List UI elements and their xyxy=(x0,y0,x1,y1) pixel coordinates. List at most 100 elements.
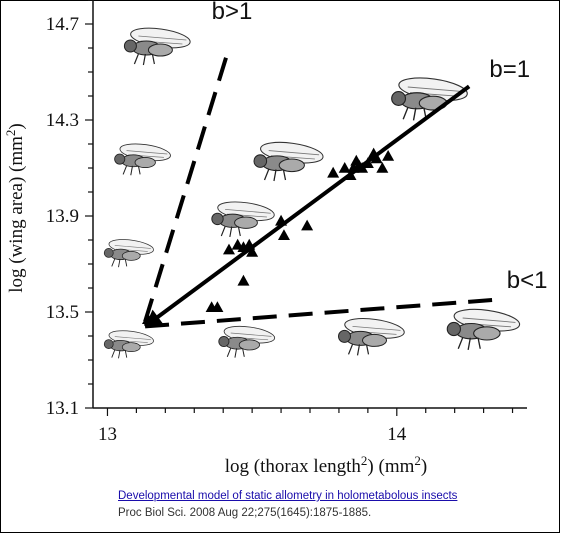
data-point-triangle xyxy=(301,219,314,231)
fly-wing-vein xyxy=(462,317,516,323)
data-point-triangle xyxy=(275,214,288,226)
fly-head xyxy=(211,212,224,226)
fly-head xyxy=(338,329,352,343)
fly-wing-vein xyxy=(114,336,151,340)
fly-head xyxy=(446,321,462,337)
fly-head xyxy=(253,154,268,168)
data-point-triangle xyxy=(246,246,259,257)
y-tick-label: 13.5 xyxy=(46,302,79,323)
data-point-triangle xyxy=(376,162,389,173)
y-axis-title-sup: 2 xyxy=(3,130,18,137)
fly-leg xyxy=(142,53,146,66)
y-tick-label: 13.9 xyxy=(46,206,79,227)
fly-leg xyxy=(124,258,128,267)
fly-leg xyxy=(237,226,241,237)
fly-abdomen xyxy=(147,43,173,57)
data-point-triangle xyxy=(141,313,154,324)
fly-wing-vein xyxy=(138,35,187,41)
fly-wing-vein xyxy=(407,86,464,93)
fly-leg xyxy=(477,337,481,349)
data-point-triangle xyxy=(361,157,374,168)
fly-leg xyxy=(282,169,287,181)
fly-leg xyxy=(263,169,270,181)
slope-annotation: b<1 xyxy=(507,267,548,294)
fly-leg xyxy=(118,258,121,268)
fly-head xyxy=(218,335,230,348)
data-point-triangle xyxy=(344,169,357,180)
data-point-triangle xyxy=(327,166,340,178)
x-axis-title: log (thorax length2) (mm2) xyxy=(225,453,427,478)
fly-leg xyxy=(234,348,238,358)
fly-wing-vein xyxy=(114,245,151,249)
fly-abdomen xyxy=(121,251,141,261)
y-tick-label: 14.7 xyxy=(46,14,79,35)
fly-leg xyxy=(467,337,472,351)
fly-icon xyxy=(253,141,324,182)
citation-journal: Proc Biol Sci. 2008 Aug 22;275(1645):187… xyxy=(118,507,372,519)
fly-icon xyxy=(211,201,275,238)
fly-leg xyxy=(130,165,133,176)
data-point-triangle xyxy=(370,152,383,164)
slope-lines xyxy=(143,47,493,329)
fly-leg xyxy=(111,349,116,358)
fly-icon xyxy=(123,27,191,66)
fly-leg xyxy=(356,344,361,356)
slope-annotation: b=1 xyxy=(489,56,530,83)
fly-icon xyxy=(391,77,468,121)
fly-icon xyxy=(338,318,405,356)
fly-abdomen xyxy=(473,326,501,341)
fly-leg xyxy=(226,348,232,357)
citation-link[interactable]: Developmental model of static allometry … xyxy=(118,490,458,502)
fly-leg xyxy=(111,258,116,267)
data-point-triangle xyxy=(277,229,290,240)
data-point-triangle xyxy=(338,162,351,173)
fly-abdomen xyxy=(121,342,141,352)
fly-leg xyxy=(402,107,409,120)
fly-abdomen xyxy=(362,333,388,347)
fly-leg xyxy=(124,350,128,358)
fly-icon xyxy=(114,143,171,176)
chart-axes: 13.1 13.5 13.9 14.3 14.7 13 14 log (thorax leng… xyxy=(3,0,527,478)
slope-line-dashed xyxy=(144,298,493,329)
fly-icon xyxy=(446,308,521,351)
fly-leg xyxy=(229,226,233,238)
y-axis-title-part: ) xyxy=(6,123,27,129)
fly-leg xyxy=(457,337,464,350)
fly-leg xyxy=(133,53,139,65)
x-axis-title-part: log (thorax length xyxy=(225,456,362,477)
fly-icon xyxy=(103,330,154,359)
slope-line-dashed xyxy=(143,47,231,323)
fly-leg xyxy=(242,348,245,357)
fly-leg xyxy=(273,169,277,182)
fly-abdomen xyxy=(234,216,258,229)
fly-leg xyxy=(347,344,354,355)
citation: Developmental model of static allometry … xyxy=(118,488,457,522)
fly-head xyxy=(103,248,114,258)
fly-wing-vein xyxy=(352,326,401,331)
x-tick-label: 14 xyxy=(387,424,407,445)
fly-wing-vein xyxy=(230,332,272,337)
fly-icons xyxy=(103,27,521,359)
x-axis-title-part: ) xyxy=(421,456,427,477)
fly-leg xyxy=(151,53,155,65)
chart-labels: b>1 b=1 b<1 xyxy=(212,0,548,294)
x-axis-title-sup: 2 xyxy=(414,453,421,468)
fly-leg xyxy=(118,350,121,359)
data-point-triangle xyxy=(353,159,366,171)
fly-abdomen xyxy=(238,339,261,351)
data-point-triangle xyxy=(222,243,235,255)
y-tick-label: 14.3 xyxy=(46,110,79,131)
fly-wing-vein xyxy=(126,150,168,155)
fly-head xyxy=(123,39,137,53)
fly-icon xyxy=(103,239,154,268)
fly-abdomen xyxy=(278,158,305,173)
fly-leg xyxy=(365,344,370,355)
x-tick-label: 13 xyxy=(98,424,117,445)
fly-wing-vein xyxy=(268,150,320,156)
fly-abdomen xyxy=(134,156,156,169)
slope-annotation: b>1 xyxy=(212,0,253,25)
fly-wing-vein xyxy=(225,209,271,214)
x-axis-title-sup: 2 xyxy=(361,453,368,468)
